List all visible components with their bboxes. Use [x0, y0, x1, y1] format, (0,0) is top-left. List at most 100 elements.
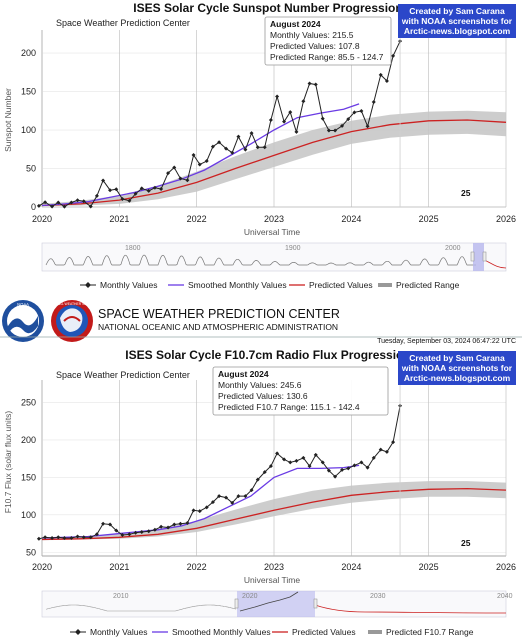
legend-item-range[interactable]: Predicted F10.7 Range: [368, 627, 474, 637]
monthly-value-point[interactable]: [340, 123, 345, 128]
monthly-value-point[interactable]: [249, 131, 254, 136]
monthly-value-point[interactable]: [172, 522, 177, 527]
monthly-value-point[interactable]: [326, 468, 331, 473]
monthly-value-point[interactable]: [146, 529, 151, 534]
monthly-value-point[interactable]: [255, 477, 260, 482]
monthly-value-point[interactable]: [282, 119, 287, 124]
monthly-value-point[interactable]: [313, 452, 318, 457]
monthly-value-point[interactable]: [307, 464, 312, 469]
monthly-value-point[interactable]: [36, 536, 41, 541]
monthly-value-point[interactable]: [81, 535, 86, 540]
monthly-value-point[interactable]: [268, 117, 273, 122]
monthly-value-point[interactable]: [352, 463, 357, 468]
legend-item-monthly[interactable]: Monthly Values: [80, 280, 157, 290]
monthly-value-point[interactable]: [359, 109, 364, 114]
monthly-value-point[interactable]: [307, 81, 312, 86]
monthly-value-point[interactable]: [197, 509, 202, 514]
monthly-value-point[interactable]: [236, 494, 241, 499]
monthly-value-point[interactable]: [288, 460, 293, 465]
monthly-value-point[interactable]: [230, 150, 235, 155]
monthly-value-point[interactable]: [378, 72, 383, 77]
monthly-value-point[interactable]: [217, 140, 222, 145]
monthly-value-point[interactable]: [313, 82, 318, 87]
range-navigator[interactable]: 1800 1900 2000: [41, 242, 507, 272]
monthly-value-point[interactable]: [101, 521, 106, 526]
legend-item-predicted[interactable]: Predicted Values: [272, 627, 356, 637]
monthly-value-point[interactable]: [340, 467, 345, 472]
monthly-value-point[interactable]: [120, 196, 125, 201]
monthly-value-point[interactable]: [224, 146, 229, 151]
monthly-value-point[interactable]: [249, 488, 254, 493]
monthly-value-point[interactable]: [371, 99, 376, 104]
monthly-value-point[interactable]: [88, 535, 93, 540]
monthly-value-point[interactable]: [346, 117, 351, 122]
monthly-value-point[interactable]: [301, 455, 306, 460]
monthly-value-point[interactable]: [197, 162, 202, 167]
site-title[interactable]: SPACE WEATHER PREDICTION CENTER: [98, 307, 340, 321]
monthly-value-point[interactable]: [166, 171, 171, 176]
monthly-value-point[interactable]: [108, 522, 113, 527]
nws-logo[interactable]: NATIONAL WEATHER SERVICE: [47, 300, 98, 342]
monthly-value-point[interactable]: [166, 525, 171, 530]
monthly-value-point[interactable]: [127, 198, 132, 203]
monthly-value-point[interactable]: [94, 532, 99, 537]
monthly-value-point[interactable]: [255, 145, 260, 150]
monthly-value-point[interactable]: [275, 94, 280, 99]
monthly-value-point[interactable]: [262, 145, 267, 150]
monthly-value-point[interactable]: [346, 466, 351, 471]
monthly-value-point[interactable]: [139, 186, 144, 191]
monthly-value-point[interactable]: [384, 78, 389, 83]
monthly-value-point[interactable]: [50, 536, 55, 541]
monthly-value-point[interactable]: [391, 53, 396, 58]
navigator-handle-left[interactable]: [234, 598, 239, 609]
monthly-value-point[interactable]: [178, 176, 183, 181]
monthly-value-point[interactable]: [365, 124, 370, 129]
monthly-value-point[interactable]: [210, 144, 215, 149]
navigator-window[interactable]: [237, 591, 315, 617]
monthly-value-point[interactable]: [371, 455, 376, 460]
legend-item-predicted[interactable]: Predicted Values: [289, 280, 373, 290]
monthly-value-point[interactable]: [243, 494, 248, 499]
monthly-value-point[interactable]: [191, 508, 196, 513]
navigator-track[interactable]: [41, 242, 507, 272]
monthly-value-point[interactable]: [159, 524, 164, 529]
monthly-value-point[interactable]: [88, 204, 93, 209]
monthly-value-point[interactable]: [217, 494, 222, 499]
monthly-value-point[interactable]: [69, 200, 74, 205]
monthly-value-point[interactable]: [282, 457, 287, 462]
monthly-value-point[interactable]: [384, 449, 389, 454]
monthly-value-point[interactable]: [152, 527, 157, 532]
monthly-value-point[interactable]: [204, 159, 209, 164]
monthly-value-point[interactable]: [178, 521, 183, 526]
monthly-value-point[interactable]: [56, 535, 61, 540]
monthly-value-point[interactable]: [62, 536, 67, 541]
monthly-value-point[interactable]: [210, 500, 215, 505]
monthly-value-point[interactable]: [56, 200, 61, 205]
monthly-value-point[interactable]: [133, 530, 138, 535]
monthly-value-point[interactable]: [62, 204, 67, 209]
monthly-value-point[interactable]: [243, 147, 248, 152]
monthly-value-point[interactable]: [159, 186, 164, 191]
monthly-value-point[interactable]: [378, 447, 383, 452]
navigator-handle-left[interactable]: [470, 251, 475, 262]
monthly-value-point[interactable]: [146, 188, 151, 193]
monthly-value-point[interactable]: [288, 110, 293, 115]
monthly-value-point[interactable]: [204, 505, 209, 510]
monthly-value-point[interactable]: [320, 460, 325, 465]
monthly-value-point[interactable]: [391, 440, 396, 445]
monthly-value-point[interactable]: [185, 521, 190, 526]
monthly-value-point[interactable]: [301, 99, 306, 104]
monthly-value-point[interactable]: [172, 165, 177, 170]
monthly-value-point[interactable]: [43, 535, 48, 540]
monthly-value-point[interactable]: [133, 191, 138, 196]
monthly-value-point[interactable]: [152, 185, 157, 190]
monthly-value-point[interactable]: [224, 495, 229, 500]
monthly-value-point[interactable]: [36, 203, 41, 208]
monthly-value-point[interactable]: [352, 110, 357, 115]
monthly-value-point[interactable]: [320, 116, 325, 121]
monthly-value-point[interactable]: [333, 474, 338, 479]
monthly-value-point[interactable]: [43, 200, 48, 205]
monthly-value-point[interactable]: [50, 204, 55, 209]
monthly-value-point[interactable]: [108, 188, 113, 193]
legend-item-monthly[interactable]: Monthly Values: [70, 627, 147, 637]
